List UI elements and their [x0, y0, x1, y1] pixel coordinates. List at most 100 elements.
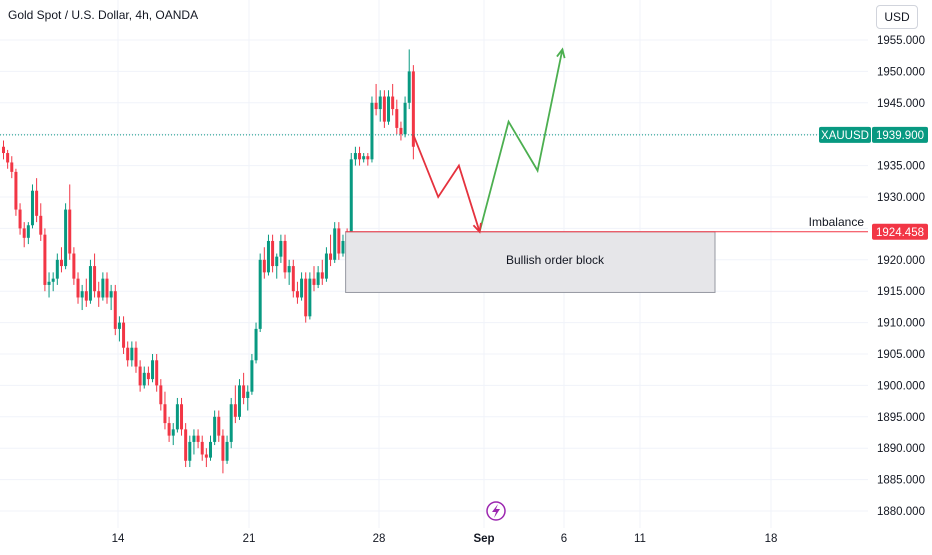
candle-body	[382, 96, 386, 122]
projection-up-path	[478, 49, 564, 233]
candle-body	[262, 259, 266, 273]
candle-body	[59, 259, 63, 267]
candle-body	[312, 278, 316, 285]
y-tick-label: 1930.000	[877, 192, 925, 204]
candle-body	[250, 360, 254, 392]
y-tick-label: 1885.000	[877, 475, 925, 487]
candle-body	[300, 278, 304, 298]
candle-body	[370, 102, 374, 160]
imbalance-price-tag: 1924.458	[872, 223, 928, 240]
y-tick-label: 1920.000	[877, 255, 925, 267]
candle-body	[399, 127, 403, 135]
candle-body	[171, 429, 175, 436]
currency-button[interactable]: USD	[876, 5, 918, 29]
y-tick-label: 1880.000	[877, 506, 925, 518]
candle-body	[163, 404, 167, 424]
candle-body	[378, 96, 382, 110]
candle-body	[101, 278, 105, 298]
candle-body	[266, 240, 270, 273]
symbol-tag-bg	[819, 126, 871, 143]
candle-body	[233, 404, 237, 417]
y-tick-label: 1950.000	[877, 66, 925, 78]
candle-body	[93, 266, 97, 292]
projection-down-path	[412, 134, 481, 233]
candle-body	[175, 404, 179, 430]
candle-body	[159, 385, 163, 405]
price-tag-bg	[872, 126, 928, 143]
current-price-tag: XAUUSD 1939.900	[819, 126, 928, 143]
candle-body	[358, 153, 362, 160]
candle-body	[105, 278, 109, 298]
candle-body	[146, 372, 150, 380]
candle-body	[126, 347, 130, 361]
candle-body	[6, 153, 10, 163]
candle-body	[333, 228, 337, 260]
candle-body	[341, 240, 345, 254]
x-tick-label: 18	[765, 533, 778, 545]
candle-body	[221, 435, 225, 461]
imbalance-tag-text: 1924.458	[876, 227, 924, 239]
candle-body	[22, 228, 26, 238]
candle-body	[304, 278, 308, 317]
candle-body	[395, 109, 399, 128]
candle-body	[2, 146, 5, 154]
candle-body	[43, 234, 47, 285]
y-tick-label: 1890.000	[877, 443, 925, 455]
drawings-layer: Bullish order block Imbalance	[0, 47, 868, 521]
candle-body	[134, 347, 138, 367]
candle-body	[407, 71, 411, 103]
candle-body	[254, 328, 258, 361]
candle-body	[151, 360, 155, 380]
candle-body	[192, 435, 196, 442]
candle-body	[109, 291, 113, 298]
candle-body	[200, 441, 204, 455]
candle-body	[225, 441, 229, 461]
y-tick-label: 1900.000	[877, 380, 925, 392]
candle-body	[18, 209, 22, 229]
imbalance-tag-bg	[872, 223, 928, 240]
candle-body	[320, 272, 324, 279]
candle-body	[30, 190, 34, 226]
grid-lines	[0, 0, 868, 528]
candle-body	[76, 278, 80, 298]
candle-body	[374, 102, 378, 110]
x-tick-label: 6	[561, 533, 567, 545]
x-tick-label: 14	[112, 533, 125, 545]
x-tick-label: 11	[634, 533, 646, 545]
lightning-icon[interactable]	[486, 501, 506, 521]
y-tick-label: 1935.000	[877, 161, 925, 173]
candle-body	[113, 291, 117, 329]
candle-body	[316, 272, 320, 285]
candle-body	[258, 259, 262, 329]
candle-body	[217, 416, 221, 436]
candle-body	[366, 156, 370, 160]
candle-body	[411, 71, 415, 147]
x-tick-label: 28	[373, 533, 386, 545]
candle-body	[80, 291, 84, 298]
y-tick-label: 1955.000	[877, 35, 925, 47]
candle-body	[242, 385, 246, 398]
x-tick-label: Sep	[473, 533, 494, 545]
candle-body	[188, 441, 192, 461]
candle-body	[97, 291, 101, 298]
candle-body	[26, 225, 30, 238]
candle-body	[337, 228, 341, 254]
candles-layer	[2, 49, 415, 474]
symbol-tag-text: XAUUSD	[821, 130, 869, 142]
candle-body	[167, 423, 171, 436]
candle-body	[14, 171, 18, 210]
candle-body	[324, 253, 328, 279]
candle-body	[51, 278, 55, 282]
candle-body	[291, 266, 295, 292]
candle-body	[180, 404, 184, 430]
x-tick-label: 21	[243, 533, 256, 545]
candle-body	[353, 153, 357, 160]
candle-body	[47, 281, 51, 285]
candle-body	[55, 259, 59, 279]
candle-body	[295, 291, 299, 298]
y-tick-label: 1945.000	[877, 98, 925, 110]
candle-body	[184, 429, 188, 461]
price-tag-text: 1939.900	[876, 130, 924, 142]
